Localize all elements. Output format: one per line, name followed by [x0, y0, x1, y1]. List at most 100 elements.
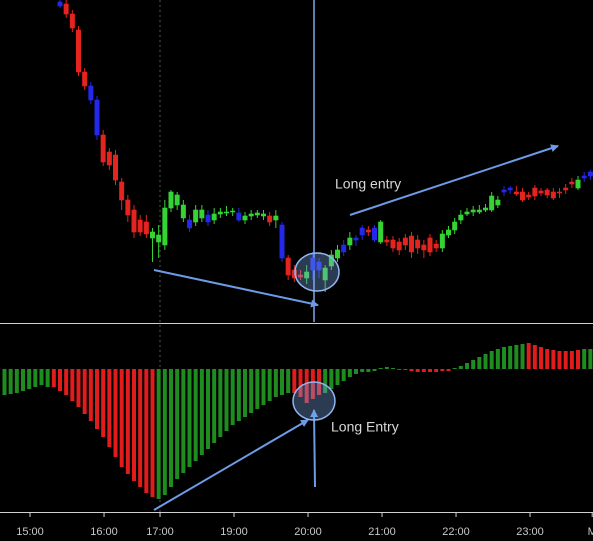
- candle-body: [581, 175, 587, 179]
- candle-body: [254, 212, 260, 216]
- histogram-bar: [101, 369, 106, 437]
- histogram-bar: [477, 357, 482, 369]
- histogram-bar: [21, 369, 26, 391]
- candle-body: [137, 219, 143, 233]
- candle-body: [187, 219, 193, 229]
- candle-body: [476, 209, 482, 213]
- histogram-bar: [569, 351, 574, 369]
- histogram-bar: [255, 369, 260, 409]
- x-tick-label: 17:00: [146, 526, 174, 538]
- histogram-bar: [206, 369, 211, 449]
- histogram-bar: [175, 369, 180, 479]
- histogram-bar: [366, 369, 371, 372]
- candle-body: [526, 194, 532, 198]
- candle-body: [63, 3, 69, 15]
- candle-body: [557, 191, 563, 194]
- candle-body: [359, 227, 365, 236]
- candle-body: [458, 214, 464, 221]
- histogram-bar: [33, 369, 38, 387]
- candle-body: [291, 269, 297, 279]
- candle-body: [217, 211, 223, 215]
- candle-body: [446, 229, 452, 236]
- candle-body: [569, 181, 575, 185]
- histogram-bar: [489, 351, 494, 369]
- histogram-bar: [397, 369, 402, 370]
- histogram-bar: [169, 369, 174, 487]
- histogram-bar: [354, 369, 359, 374]
- histogram-bar: [495, 349, 500, 369]
- histogram-bar: [415, 369, 420, 372]
- candle-body: [335, 249, 341, 259]
- candle-body: [125, 199, 131, 216]
- histogram-bar: [347, 369, 352, 377]
- histogram-bar: [58, 369, 63, 391]
- candle-body: [507, 187, 513, 191]
- candle-body: [501, 189, 507, 193]
- x-tick-label: M: [588, 526, 593, 538]
- histogram-bar: [403, 369, 408, 370]
- histogram-bar: [261, 369, 266, 405]
- candle-body: [285, 257, 291, 276]
- histogram-bar: [421, 369, 426, 372]
- histogram-bar: [576, 350, 581, 369]
- candle-body: [538, 190, 544, 194]
- histogram-bar: [45, 369, 50, 387]
- histogram-bar: [267, 369, 272, 401]
- histogram-bar: [14, 369, 19, 393]
- histogram-bar: [8, 369, 13, 394]
- histogram-bar: [532, 345, 537, 369]
- candle-body: [143, 221, 149, 235]
- candle-body: [273, 215, 279, 221]
- candle-body: [94, 99, 100, 136]
- histogram-bar: [88, 369, 93, 421]
- candle-body: [310, 257, 316, 271]
- histogram-bar: [243, 369, 248, 417]
- histogram-bar: [304, 369, 309, 403]
- histogram-bar: [428, 369, 433, 372]
- candle-body: [550, 191, 556, 199]
- histogram-bar: [199, 369, 204, 455]
- arrow: [349, 144, 559, 216]
- histogram-bar: [224, 369, 229, 431]
- candle-body: [193, 209, 199, 223]
- candle-body: [236, 212, 242, 221]
- histogram-bar: [212, 369, 217, 443]
- candle-body: [421, 244, 427, 251]
- histogram-bar: [465, 363, 470, 369]
- candle-body: [298, 274, 304, 278]
- histogram-bar: [218, 369, 223, 437]
- histogram-bar: [557, 351, 562, 369]
- annotation: Long Entry: [331, 419, 399, 435]
- candle-body: [199, 209, 205, 219]
- histogram-bar: [187, 369, 192, 467]
- histogram-bar: [452, 368, 457, 369]
- histogram-bar: [582, 349, 587, 369]
- histogram-bar: [551, 350, 556, 369]
- candle-body: [520, 191, 526, 201]
- histogram-bar: [273, 369, 278, 397]
- histogram-bar: [292, 369, 297, 393]
- candle-body: [470, 209, 476, 213]
- x-tick-label: 20:00: [294, 526, 322, 538]
- histogram-bar: [51, 369, 56, 387]
- candle-body: [168, 191, 174, 209]
- candle-body: [248, 213, 254, 217]
- histogram-bar: [458, 366, 463, 369]
- histogram-bar: [95, 369, 100, 429]
- candle-body: [131, 209, 137, 233]
- candle-body: [156, 234, 162, 243]
- candle-body: [76, 29, 82, 73]
- candle-body: [261, 213, 267, 217]
- histogram-bar: [440, 369, 445, 371]
- candle-body: [174, 194, 180, 206]
- candle-body: [211, 213, 217, 221]
- histogram-bar: [64, 369, 69, 395]
- candle-body: [353, 237, 359, 241]
- histogram-bar: [335, 369, 340, 385]
- candle-body: [575, 179, 581, 189]
- histogram-bar: [329, 369, 334, 389]
- candle-body: [267, 215, 273, 223]
- histogram-bar: [360, 369, 365, 372]
- x-tick-label: 15:00: [16, 526, 44, 538]
